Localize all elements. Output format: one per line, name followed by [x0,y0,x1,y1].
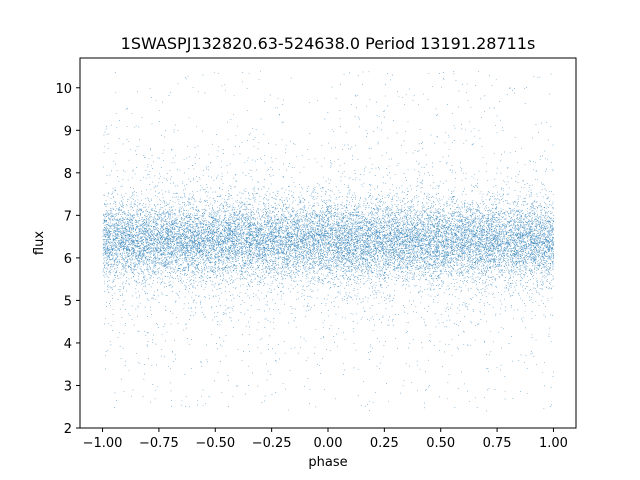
x-tick-label: −0.25 [252,436,292,451]
y-tick-label: 2 [64,422,72,437]
y-axis-label: flux [32,231,47,255]
y-axis: 2 3 4 5 6 7 8 9 10 [55,82,80,437]
y-tick-label: 4 [64,337,72,352]
x-tick-label: 1.00 [539,436,568,451]
x-tick-label: −1.00 [83,436,123,451]
x-tick-label: 0.00 [314,436,343,451]
x-tick-label: −0.75 [139,436,179,451]
scatter-points [102,70,555,412]
x-tick-label: 0.25 [370,436,399,451]
plot-frame [79,57,577,429]
x-tick-label: 0.75 [483,436,512,451]
y-tick-label: 5 [64,294,72,309]
x-tick-label: 0.50 [426,436,455,451]
x-tick-label: −0.50 [195,436,235,451]
y-tick-label: 3 [64,379,72,394]
y-tick-label: 9 [64,124,72,139]
y-tick-label: 10 [55,82,72,97]
x-axis-label: phase [308,455,347,470]
y-tick-label: 7 [64,209,72,224]
scatter-series [102,70,555,412]
chart-title: 1SWASPJ132820.63-524638.0 Period 13191.2… [121,34,536,53]
y-tick-label: 6 [64,252,72,267]
y-tick-label: 8 [64,167,72,182]
x-axis: −1.00 −0.75 −0.50 −0.25 0.00 0.25 0.50 0.75 1.00 [83,428,568,451]
